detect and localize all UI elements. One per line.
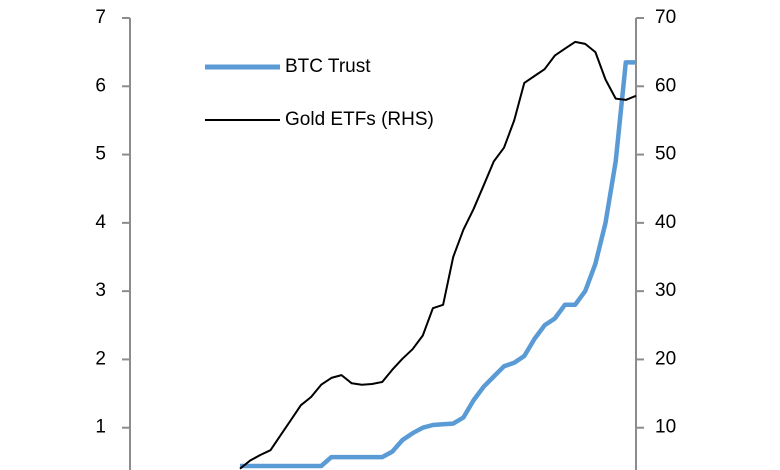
y2-tick-label: 10 xyxy=(655,417,676,438)
y2-tick-label: 60 xyxy=(655,75,676,96)
y2-tick-label: 70 xyxy=(655,7,676,28)
y-tick-label: 1 xyxy=(95,417,106,438)
legend-label: Gold ETFs (RHS) xyxy=(285,109,434,130)
y-tick-label: 7 xyxy=(95,7,106,28)
y2-tick-label: 50 xyxy=(655,144,676,165)
y-tick-label: 2 xyxy=(95,348,106,369)
y-tick-label: 4 xyxy=(95,212,106,233)
y-tick-label: 3 xyxy=(95,280,106,301)
y-tick-label: 6 xyxy=(95,75,106,96)
y2-tick-label: 20 xyxy=(655,348,676,369)
y2-tick-label: 30 xyxy=(655,280,676,301)
y2-tick-label: 40 xyxy=(655,212,676,233)
legend-label: BTC Trust xyxy=(285,56,371,77)
series-line xyxy=(240,60,636,469)
y-tick-label: 5 xyxy=(95,144,106,165)
series-line xyxy=(239,40,637,470)
